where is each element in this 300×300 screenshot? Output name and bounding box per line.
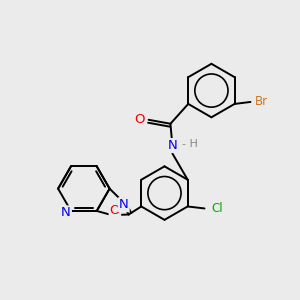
- Text: N: N: [167, 139, 177, 152]
- Text: Cl: Cl: [212, 202, 223, 215]
- Text: Br: Br: [255, 95, 268, 108]
- Text: O: O: [134, 113, 145, 126]
- Text: N: N: [61, 206, 71, 219]
- Text: - H: - H: [182, 139, 198, 148]
- Text: N: N: [119, 198, 129, 211]
- Text: O: O: [110, 204, 120, 217]
